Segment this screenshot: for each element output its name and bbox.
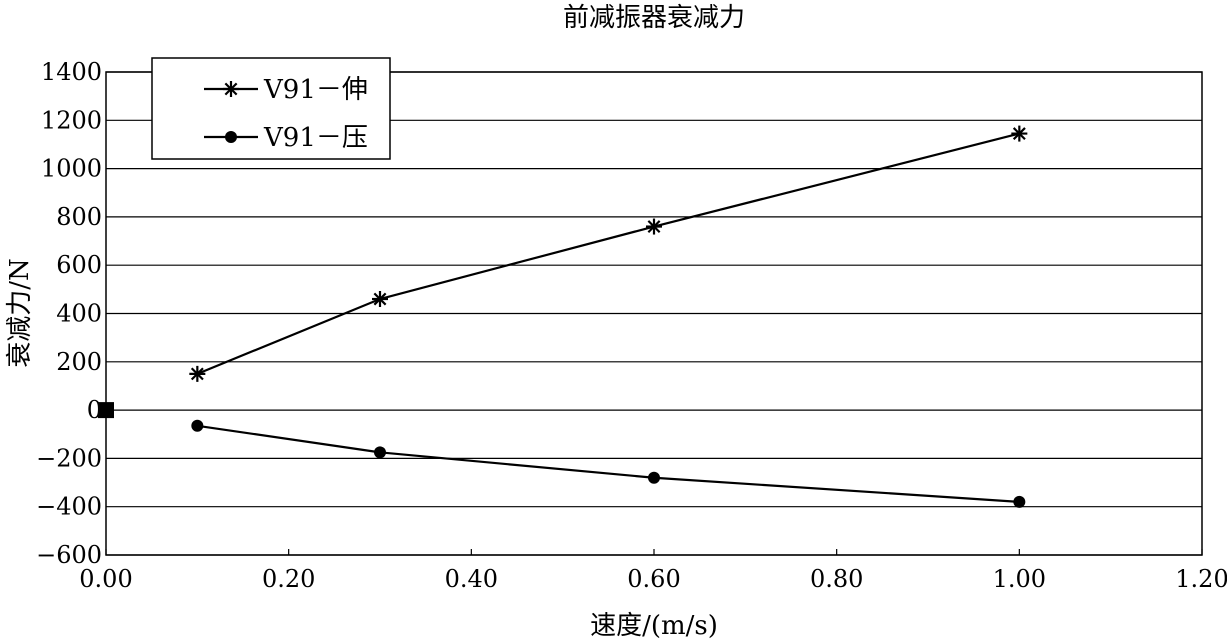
series-line-2 bbox=[197, 424, 1020, 503]
data-point bbox=[374, 446, 386, 459]
y-tick-label: 400 bbox=[56, 300, 102, 328]
y-tick-label: −200 bbox=[36, 444, 102, 472]
y-tick-label: 1000 bbox=[41, 155, 102, 183]
y-axis-label: 衰减力/N bbox=[5, 258, 35, 368]
origin-marker bbox=[98, 402, 114, 419]
x-tick-label: 0.20 bbox=[262, 565, 315, 593]
legend-label: V91－伸 bbox=[263, 75, 368, 105]
series-layer bbox=[98, 125, 1028, 508]
series-line-1 bbox=[196, 132, 1020, 375]
y-tick-label: −600 bbox=[36, 541, 102, 569]
data-point bbox=[191, 419, 204, 432]
x-tick-label: 1.00 bbox=[993, 565, 1046, 593]
y-tick-label: 1400 bbox=[41, 58, 102, 86]
x-axis-ticks: 0.00 0.20 0.40 0.60 0.80 1.00 1.20 bbox=[79, 549, 1227, 593]
y-tick-label: 800 bbox=[56, 203, 102, 231]
data-point bbox=[1011, 125, 1028, 142]
y-tick-label: 600 bbox=[56, 251, 102, 279]
data-point bbox=[1013, 495, 1026, 508]
data-point bbox=[648, 471, 660, 484]
x-tick-label: 0.80 bbox=[810, 565, 863, 593]
data-point bbox=[646, 218, 662, 235]
legend: V91－伸 V91－压 bbox=[151, 57, 391, 160]
legend-marker bbox=[223, 81, 239, 97]
x-tick-label: 0.40 bbox=[445, 565, 498, 593]
x-tick-label: 0.60 bbox=[627, 565, 680, 593]
x-tick-label: 1.20 bbox=[1175, 565, 1227, 593]
data-point bbox=[372, 291, 388, 308]
legend-marker bbox=[225, 131, 237, 143]
legend-box bbox=[151, 57, 391, 160]
chart-title: 前减振器衰减力 bbox=[563, 3, 745, 33]
data-point bbox=[189, 365, 206, 382]
y-tick-label: 1200 bbox=[41, 106, 102, 134]
x-tick-label: 0.00 bbox=[79, 565, 132, 593]
x-axis-label: 速度/(m/s) bbox=[590, 611, 718, 640]
legend-label: V91－压 bbox=[263, 123, 368, 153]
y-tick-label: 200 bbox=[56, 348, 102, 376]
y-tick-label: −400 bbox=[36, 493, 102, 521]
